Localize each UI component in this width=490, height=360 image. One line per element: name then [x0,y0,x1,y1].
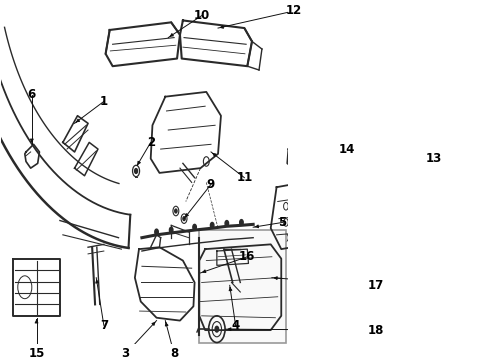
Text: 3: 3 [122,347,129,360]
Text: 18: 18 [368,324,384,337]
Circle shape [225,221,228,226]
Circle shape [155,229,158,235]
Text: 2: 2 [147,136,155,149]
Text: 5: 5 [278,216,287,229]
Circle shape [183,217,185,221]
Text: 11: 11 [236,171,252,184]
Text: 17: 17 [368,279,384,292]
Text: 9: 9 [207,178,215,191]
Text: 14: 14 [339,143,355,156]
Text: 1: 1 [100,95,108,108]
Circle shape [240,220,243,225]
Bar [199,230,286,342]
Circle shape [210,222,214,228]
Circle shape [135,168,138,174]
Text: 12: 12 [286,4,302,17]
Circle shape [215,326,219,332]
Text: 8: 8 [170,347,178,360]
Circle shape [193,224,196,230]
Text: 10: 10 [194,9,210,22]
Text: 6: 6 [28,88,36,101]
Text: 13: 13 [425,152,441,165]
Text: 4: 4 [231,319,240,332]
Text: 16: 16 [239,250,255,263]
Circle shape [170,227,173,233]
Text: 7: 7 [100,319,108,332]
Text: 15: 15 [28,347,45,360]
Circle shape [175,209,177,213]
